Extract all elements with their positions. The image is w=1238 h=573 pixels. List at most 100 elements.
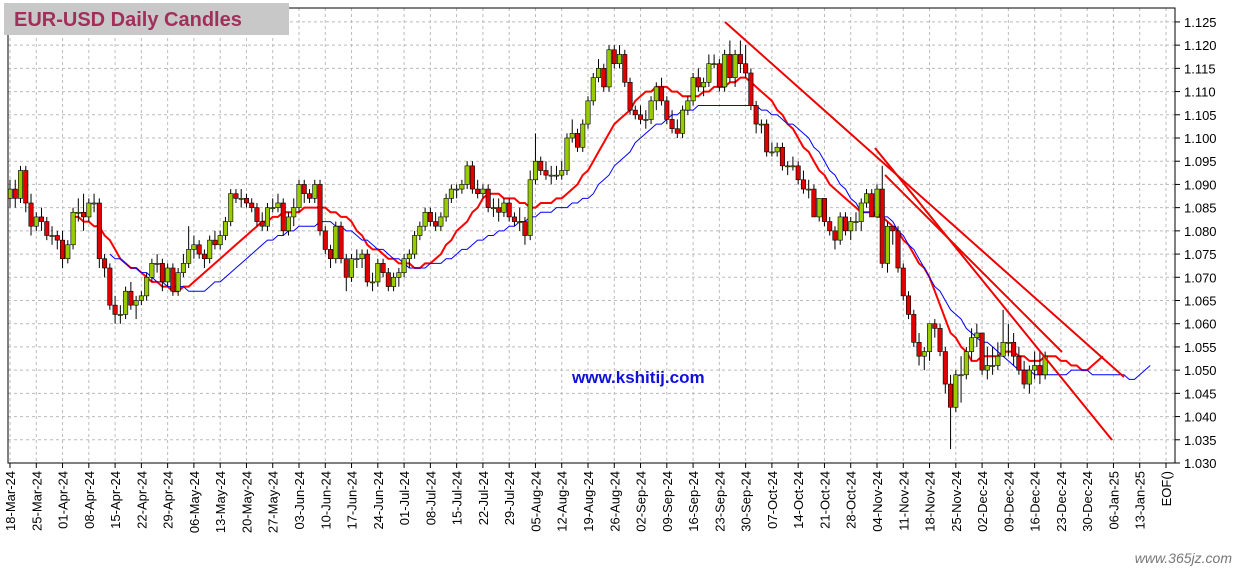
candle-body [727,54,733,78]
y-tick-label: 1.080 [1184,224,1217,239]
candle-body [769,151,775,154]
candle-body [469,165,475,190]
y-tick-label: 1.105 [1184,108,1217,123]
x-tick-label: 01-Apr-24 [56,471,71,529]
x-tick-label: 23-Dec-24 [1054,471,1069,532]
grid [8,8,1175,464]
candle-body [821,198,827,222]
candle-body [690,77,696,102]
candle-body [170,267,176,292]
candle-body [753,105,759,125]
x-tick-label: 01-Jul-24 [397,471,412,525]
candle-body [758,123,764,126]
candle-body [574,133,580,148]
candle-body [832,230,838,241]
candle-body [201,253,207,260]
x-tick-label: 23-Sep-24 [712,471,727,532]
candle-body [433,221,439,227]
x-tick-label: 04-Nov-24 [870,471,885,532]
candle-body [196,244,202,255]
candle-body [669,119,675,130]
candle-body [737,54,743,65]
candle-body [275,202,281,208]
x-tick-label: 06-May-24 [187,471,202,533]
candle-body [317,184,323,232]
candle-body [879,188,885,264]
candle-body [417,225,423,236]
candle-body [249,202,255,208]
y-tick-label: 1.055 [1184,340,1217,355]
candle-body [559,170,565,176]
candle-body [664,100,670,120]
x-tick-label: 03-Jun-24 [292,471,307,530]
candle-body [722,54,728,88]
candle-body [685,100,691,111]
candle-body [343,258,349,278]
candle-body [301,184,307,195]
candle-body [990,365,996,367]
candle-body [107,267,113,306]
x-tick-label: 30-Dec-24 [1080,471,1095,532]
x-tick-label: 18-Mar-24 [3,471,18,531]
candle-body [228,193,234,222]
candle-body [627,81,633,111]
x-tick-label: 07-Oct-24 [765,471,780,529]
candle-body [233,193,239,199]
x-tick-label: 18-Nov-24 [923,471,938,532]
y-tick-label: 1.060 [1184,317,1217,332]
candle-body [370,281,376,284]
candle-body [995,355,1001,366]
candle-body [837,216,843,241]
x-tick-label: 24-Jun-24 [371,471,386,530]
x-tick-label: 12-Aug-24 [555,471,570,532]
y-tick-label: 1.045 [1184,386,1217,401]
candle-body [706,63,712,83]
candle-body [86,202,92,218]
y-tick-label: 1.035 [1184,433,1217,448]
candle-body [984,365,990,371]
candle-body [974,332,980,338]
y-tick-label: 1.065 [1184,294,1217,309]
candle-body [12,188,18,199]
candle-body [842,216,848,232]
x-tick-label: 30-Sep-24 [739,471,754,532]
candle-body [680,109,686,134]
trend-line [884,174,1063,353]
x-tick-label: 15-Apr-24 [108,471,123,529]
candle-body [91,202,97,205]
candle-body [701,81,707,88]
candle-body [70,211,76,246]
candle-body [307,193,313,199]
candle-body [900,267,906,297]
candle-body [464,165,470,185]
candle-body [159,263,165,283]
candle-body [774,146,780,153]
candle-body [81,211,87,218]
candle-body [643,119,649,121]
y-tick-label: 1.110 [1184,85,1216,100]
candle-body [779,146,785,167]
candle-body [112,304,118,315]
candle-body [23,170,29,204]
y-tick-label: 1.030 [1184,456,1217,471]
candle-body [133,300,139,306]
candle-body [606,49,612,88]
candle-body [138,295,144,301]
x-tick-label: 22-Apr-24 [134,471,149,529]
x-tick-label: 29-Jul-24 [502,471,517,525]
candle-body [585,100,591,125]
x-tick-label: 26-Aug-24 [607,471,622,532]
candle-body [454,188,460,191]
candle-body [270,207,276,209]
candle-body [406,253,412,260]
candle-body [490,207,496,209]
candle-body [674,128,680,134]
x-tick-label: 28-Oct-24 [844,471,859,529]
x-tick-label: 08-Apr-24 [82,471,97,529]
candle-body [916,341,922,357]
candle-body [285,216,291,232]
annotation: www.kshitij.com [571,368,705,387]
candle-body [401,258,407,273]
candle-body [144,276,150,297]
